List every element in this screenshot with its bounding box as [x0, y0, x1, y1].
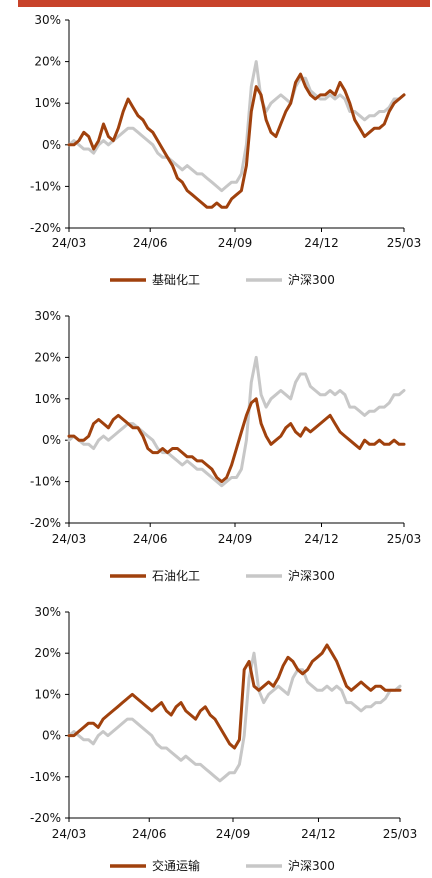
x-tick-label: 25/03 [387, 236, 422, 250]
x-tick-label: 24/09 [218, 236, 253, 250]
series-line-index [67, 60, 406, 193]
legend-label: 沪深300 [288, 859, 335, 873]
y-tick-label: 20% [34, 350, 61, 364]
legend-label: 沪深300 [288, 273, 335, 287]
series-line-sector [67, 397, 406, 484]
y-tick-label: -20% [30, 811, 61, 825]
y-tick-label: -20% [30, 221, 61, 235]
y-tick-label: 0% [42, 138, 61, 152]
x-tick-label: 25/03 [383, 827, 418, 841]
x-tick-label: 24/03 [52, 236, 87, 250]
y-tick-label: 0% [42, 433, 61, 447]
x-tick-label: 25/03 [387, 532, 422, 546]
x-tick-label: 24/12 [304, 532, 339, 546]
y-tick-label: 10% [34, 96, 61, 110]
chart-1: 30% 20% 10% 0% -10% -20%24/03 24/06 24/09 24/12 2… [30, 13, 421, 287]
y-tick-label: 10% [34, 392, 61, 406]
y-tick-label: -20% [30, 516, 61, 530]
x-tick-label: 24/09 [218, 532, 253, 546]
y-tick-label: 30% [34, 605, 61, 619]
legend-label: 石油化工 [152, 569, 200, 583]
series-line-sector [67, 72, 406, 209]
x-tick-label: 24/06 [133, 236, 168, 250]
y-tick-label: 10% [34, 687, 61, 701]
legend: 基础化工 沪深300 [110, 273, 335, 287]
legend: 石油化工 沪深300 [110, 569, 335, 583]
y-tick-label: 30% [34, 309, 61, 323]
legend-label: 基础化工 [152, 273, 200, 287]
y-tick-label: 30% [34, 13, 61, 27]
y-tick-label: 0% [42, 729, 61, 743]
x-tick-label: 24/12 [301, 827, 336, 841]
series-line-index [67, 651, 402, 783]
x-tick-label: 24/06 [132, 827, 167, 841]
legend-label: 沪深300 [288, 569, 335, 583]
y-tick-label: 20% [34, 55, 61, 69]
y-tick-label: -10% [30, 179, 61, 193]
top-accent-bar [18, 0, 430, 7]
y-tick-label: 20% [34, 646, 61, 660]
chart-3: 30% 20% 10% 0% -10% -20% 24/03 24/06 24/09 24/12 2… [30, 605, 417, 873]
series-line-index [67, 355, 406, 488]
x-tick-label: 24/06 [133, 532, 168, 546]
y-tick-label: -10% [30, 475, 61, 489]
legend: 交通运输 沪深300 [110, 858, 335, 873]
chart-2: 30% 20% 10% 0% -10% -20% 24/03 24/06 24/09 24/12 2… [30, 309, 421, 583]
x-tick-label: 24/12 [304, 236, 339, 250]
series-line-sector [67, 643, 402, 750]
x-tick-label: 24/03 [52, 827, 87, 841]
x-tick-label: 24/03 [52, 532, 87, 546]
y-tick-label: -10% [30, 770, 61, 784]
legend-label: 交通运输 [152, 858, 200, 873]
x-tick-label: 24/09 [216, 827, 251, 841]
